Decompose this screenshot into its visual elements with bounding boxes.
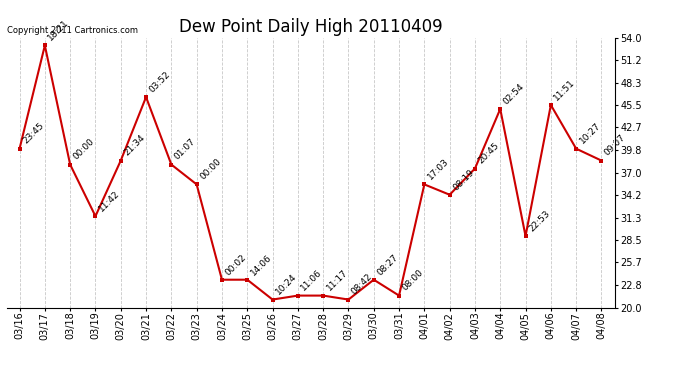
Text: 23:45: 23:45 [21,122,46,146]
Text: 03:52: 03:52 [148,70,172,94]
Text: 11:42: 11:42 [97,189,121,213]
Text: 08:00: 08:00 [400,268,425,293]
Text: 21:34: 21:34 [122,134,146,158]
Text: 17:03: 17:03 [426,157,451,182]
Text: Copyright 2011 Cartronics.com: Copyright 2011 Cartronics.com [7,26,138,35]
Text: 09:07: 09:07 [603,133,627,158]
Title: Dew Point Daily High 20110409: Dew Point Daily High 20110409 [179,18,442,36]
Text: 08:42: 08:42 [350,272,374,297]
Text: 10:27: 10:27 [578,122,602,146]
Text: 14:06: 14:06 [248,252,273,277]
Text: 01:07: 01:07 [172,137,197,162]
Text: 18:21: 18:21 [46,18,71,43]
Text: 20:45: 20:45 [476,141,501,166]
Text: 22:53: 22:53 [527,209,551,233]
Text: 02:54: 02:54 [502,82,526,106]
Text: 00:00: 00:00 [198,157,223,182]
Text: 10:24: 10:24 [274,272,298,297]
Text: 08:27: 08:27 [375,252,400,277]
Text: 00:02: 00:02 [224,252,248,277]
Text: 11:51: 11:51 [552,78,577,102]
Text: 08:19: 08:19 [451,167,475,192]
Text: 11:06: 11:06 [299,268,324,293]
Text: 00:00: 00:00 [72,137,96,162]
Text: 11:17: 11:17 [324,268,349,293]
